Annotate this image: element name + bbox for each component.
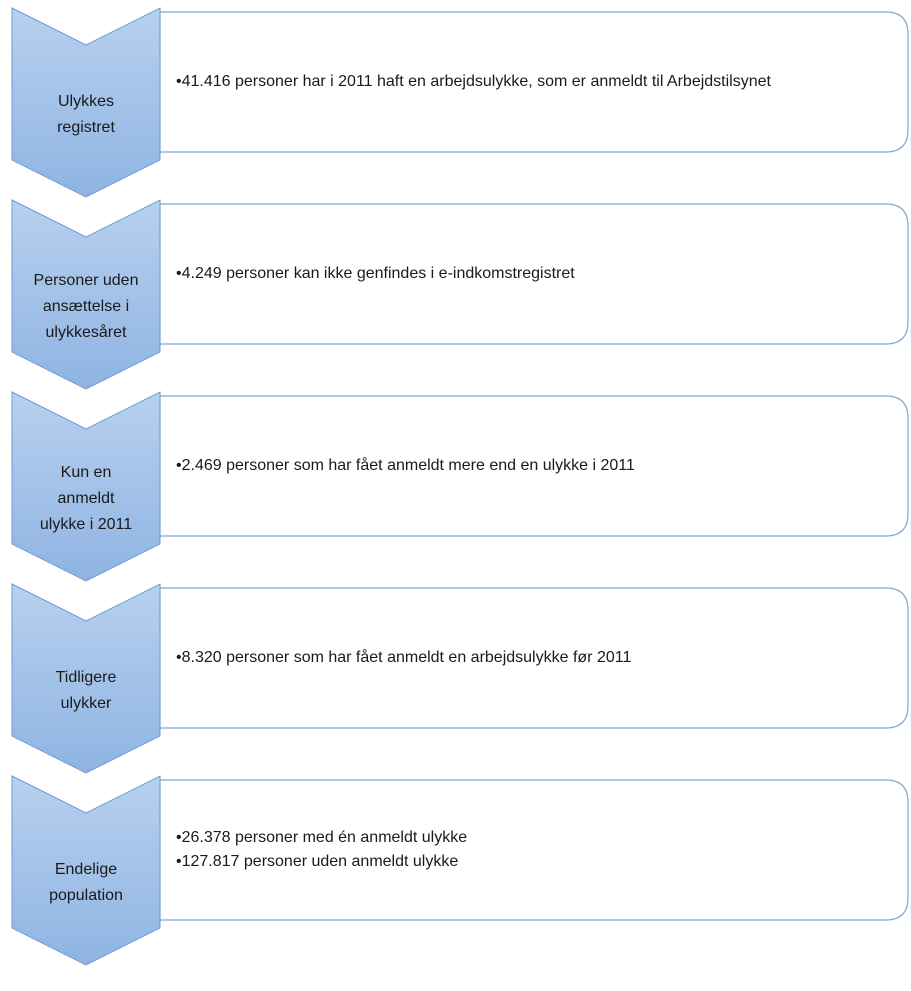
- step-bullets: 26.378 personer med én anmeldt ulykke127…: [176, 780, 898, 920]
- chevron: [11, 775, 161, 966]
- step-label: ansættelse i: [43, 298, 129, 315]
- step-label: registret: [57, 119, 115, 136]
- step-bullets: 4.249 personer kan ikke genfindes i e-in…: [176, 204, 898, 344]
- step-label: population: [49, 887, 123, 904]
- step-label: anmeldt: [58, 490, 115, 507]
- bullet: 26.378 personer med én anmeldt ulykke: [176, 826, 898, 850]
- step-label: ulykke i 2011: [40, 516, 132, 533]
- bullet: 2.469 personer som har fået anmeldt mere…: [176, 454, 898, 478]
- step-label: Kun en: [61, 464, 112, 481]
- chevron: [11, 199, 161, 390]
- chevron: [11, 7, 161, 198]
- bullet: 8.320 personer som har fået anmeldt en a…: [176, 646, 898, 670]
- step-bullets: 8.320 personer som har fået anmeldt en a…: [176, 588, 898, 728]
- step-label: Endelige: [55, 861, 117, 878]
- step-label: Ulykkes: [58, 93, 114, 110]
- step-label: Tidligere: [56, 669, 117, 686]
- step-bullets: 2.469 personer som har fået anmeldt mere…: [176, 396, 898, 536]
- step-label: ulykker: [61, 695, 112, 712]
- chevron: [11, 583, 161, 774]
- bullet: 4.249 personer kan ikke genfindes i e-in…: [176, 262, 898, 286]
- bullet: 127.817 personer uden anmeldt ulykke: [176, 850, 898, 874]
- step-label: Personer uden: [34, 272, 139, 289]
- chevron: [11, 391, 161, 582]
- step-bullets: 41.416 personer har i 2011 haft en arbej…: [176, 12, 898, 152]
- bullet: 41.416 personer har i 2011 haft en arbej…: [176, 70, 898, 94]
- step-label: ulykkesåret: [46, 323, 127, 341]
